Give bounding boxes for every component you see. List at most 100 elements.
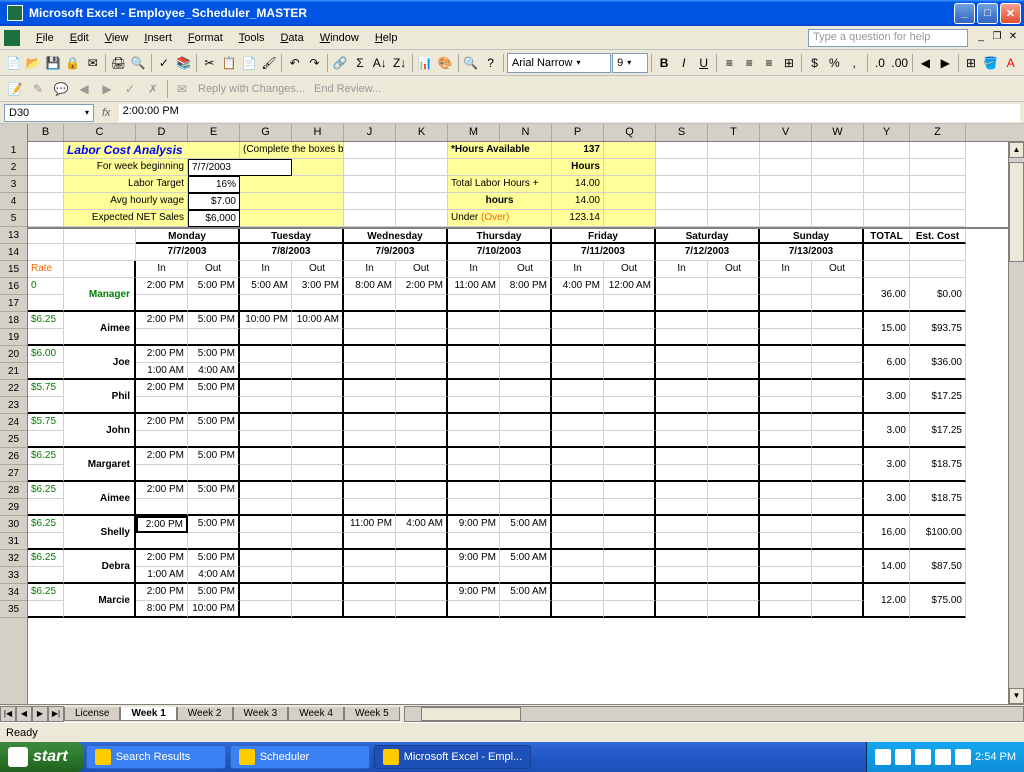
col-header-H[interactable]: H bbox=[292, 124, 344, 141]
row-header-17[interactable]: 17 bbox=[0, 295, 27, 312]
cell[interactable] bbox=[344, 210, 396, 227]
cell[interactable] bbox=[344, 159, 396, 176]
col-header-Q[interactable]: Q bbox=[604, 124, 656, 141]
spelling-icon[interactable]: ✓ bbox=[155, 52, 174, 74]
cell[interactable] bbox=[344, 193, 396, 210]
cell[interactable] bbox=[864, 210, 910, 227]
close-button[interactable]: ✕ bbox=[1000, 3, 1021, 24]
row-header-28[interactable]: 28 bbox=[0, 482, 27, 499]
cell[interactable] bbox=[396, 176, 448, 193]
row-header-33[interactable]: 33 bbox=[0, 567, 27, 584]
scroll-up-button[interactable]: ▲ bbox=[1009, 142, 1024, 158]
menu-edit[interactable]: Edit bbox=[62, 30, 97, 46]
cell[interactable] bbox=[910, 244, 966, 261]
col-header-J[interactable]: J bbox=[344, 124, 396, 141]
borders-icon[interactable]: ⊞ bbox=[962, 52, 981, 74]
cell[interactable] bbox=[812, 193, 864, 210]
row-header-2[interactable]: 2 bbox=[0, 159, 27, 176]
cell[interactable] bbox=[64, 244, 136, 261]
maximize-button[interactable]: □ bbox=[977, 3, 998, 24]
underline-icon[interactable]: U bbox=[694, 52, 713, 74]
row-header-13[interactable]: 13 bbox=[0, 227, 27, 244]
cell[interactable] bbox=[28, 193, 64, 210]
cell[interactable] bbox=[28, 176, 64, 193]
row-header-16[interactable]: 16 bbox=[0, 278, 27, 295]
horizontal-scrollbar[interactable] bbox=[404, 706, 1024, 722]
sheet-tab-week-3[interactable]: Week 3 bbox=[233, 707, 289, 721]
cell[interactable] bbox=[64, 229, 136, 244]
cell[interactable] bbox=[28, 244, 64, 261]
research-icon[interactable]: 📚 bbox=[174, 52, 193, 74]
row-header-15[interactable]: 15 bbox=[0, 261, 27, 278]
cell[interactable] bbox=[708, 142, 760, 159]
col-header-G[interactable]: G bbox=[240, 124, 292, 141]
copy-icon[interactable]: 📋 bbox=[220, 52, 239, 74]
grid[interactable]: Labor Cost Analysis(Complete the boxes b… bbox=[28, 142, 1024, 704]
doc-restore-button[interactable]: ❐ bbox=[990, 31, 1004, 45]
cell[interactable] bbox=[812, 210, 864, 227]
sheet-tab-license[interactable]: License bbox=[64, 707, 120, 721]
align-center-icon[interactable]: ≡ bbox=[740, 52, 759, 74]
row-header-30[interactable]: 30 bbox=[0, 516, 27, 533]
scroll-thumb[interactable] bbox=[1009, 162, 1024, 262]
cell[interactable] bbox=[760, 193, 812, 210]
track-changes-icon[interactable]: ✎ bbox=[27, 78, 49, 100]
send-icon[interactable]: ✉ bbox=[171, 78, 193, 100]
email-icon[interactable]: ✉ bbox=[83, 52, 102, 74]
print-preview-icon[interactable]: 🔍 bbox=[129, 52, 148, 74]
sheet-tab-week-4[interactable]: Week 4 bbox=[288, 707, 344, 721]
fx-icon[interactable]: fx bbox=[102, 107, 111, 119]
menu-tools[interactable]: Tools bbox=[231, 30, 273, 46]
drawing-icon[interactable]: 🎨 bbox=[436, 52, 455, 74]
redo-icon[interactable]: ↷ bbox=[305, 52, 324, 74]
cell[interactable] bbox=[656, 210, 708, 227]
col-header-S[interactable]: S bbox=[656, 124, 708, 141]
cell[interactable] bbox=[864, 193, 910, 210]
cell[interactable] bbox=[760, 142, 812, 159]
merge-icon[interactable]: ⊞ bbox=[779, 52, 798, 74]
tray-icon[interactable] bbox=[895, 749, 911, 765]
row-header-21[interactable]: 21 bbox=[0, 363, 27, 380]
show-markup-icon[interactable]: 📝 bbox=[4, 78, 26, 100]
cell[interactable] bbox=[910, 210, 966, 227]
menu-help[interactable]: Help bbox=[367, 30, 406, 46]
new-comment-icon[interactable]: 💬 bbox=[50, 78, 72, 100]
increase-indent-icon[interactable]: ▶ bbox=[936, 52, 955, 74]
cell[interactable] bbox=[864, 176, 910, 193]
cell[interactable] bbox=[864, 142, 910, 159]
row-header-5[interactable]: 5 bbox=[0, 210, 27, 227]
cell[interactable] bbox=[812, 142, 864, 159]
cell[interactable] bbox=[396, 193, 448, 210]
bold-icon[interactable]: B bbox=[655, 52, 674, 74]
tab-last-button[interactable]: ▶| bbox=[48, 706, 64, 722]
decrease-decimal-icon[interactable]: .00 bbox=[890, 52, 909, 74]
doc-close-button[interactable]: ✕ bbox=[1006, 31, 1020, 45]
font-size-select[interactable]: 9▾ bbox=[612, 53, 648, 73]
save-icon[interactable]: 💾 bbox=[44, 52, 63, 74]
clock[interactable]: 2:54 PM bbox=[975, 751, 1016, 763]
tray-icon[interactable] bbox=[875, 749, 891, 765]
doc-minimize-button[interactable]: _ bbox=[974, 31, 988, 45]
sort-asc-icon[interactable]: A↓ bbox=[370, 52, 389, 74]
reject-icon[interactable]: ✗ bbox=[142, 78, 164, 100]
cell[interactable] bbox=[396, 210, 448, 227]
sheet-tab-week-2[interactable]: Week 2 bbox=[177, 707, 233, 721]
increase-decimal-icon[interactable]: .0 bbox=[870, 52, 889, 74]
taskbar-item[interactable]: Search Results bbox=[86, 745, 226, 769]
tray-icon[interactable] bbox=[915, 749, 931, 765]
col-header-Z[interactable]: Z bbox=[910, 124, 966, 141]
scroll-down-button[interactable]: ▼ bbox=[1009, 688, 1024, 704]
paste-icon[interactable]: 📄 bbox=[240, 52, 259, 74]
name-box[interactable]: D30 ▾ bbox=[4, 104, 94, 122]
cell[interactable] bbox=[910, 176, 966, 193]
italic-icon[interactable]: I bbox=[674, 52, 693, 74]
taskbar-item[interactable]: Microsoft Excel - Empl... bbox=[374, 745, 532, 769]
previous-icon[interactable]: ◀ bbox=[73, 78, 95, 100]
help-search[interactable]: Type a question for help bbox=[808, 29, 968, 47]
hscroll-thumb[interactable] bbox=[421, 707, 521, 721]
decrease-indent-icon[interactable]: ◀ bbox=[916, 52, 935, 74]
hyperlink-icon[interactable]: 🔗 bbox=[331, 52, 350, 74]
menu-format[interactable]: Format bbox=[180, 30, 231, 46]
help-icon[interactable]: ? bbox=[481, 52, 500, 74]
row-header-14[interactable]: 14 bbox=[0, 244, 27, 261]
